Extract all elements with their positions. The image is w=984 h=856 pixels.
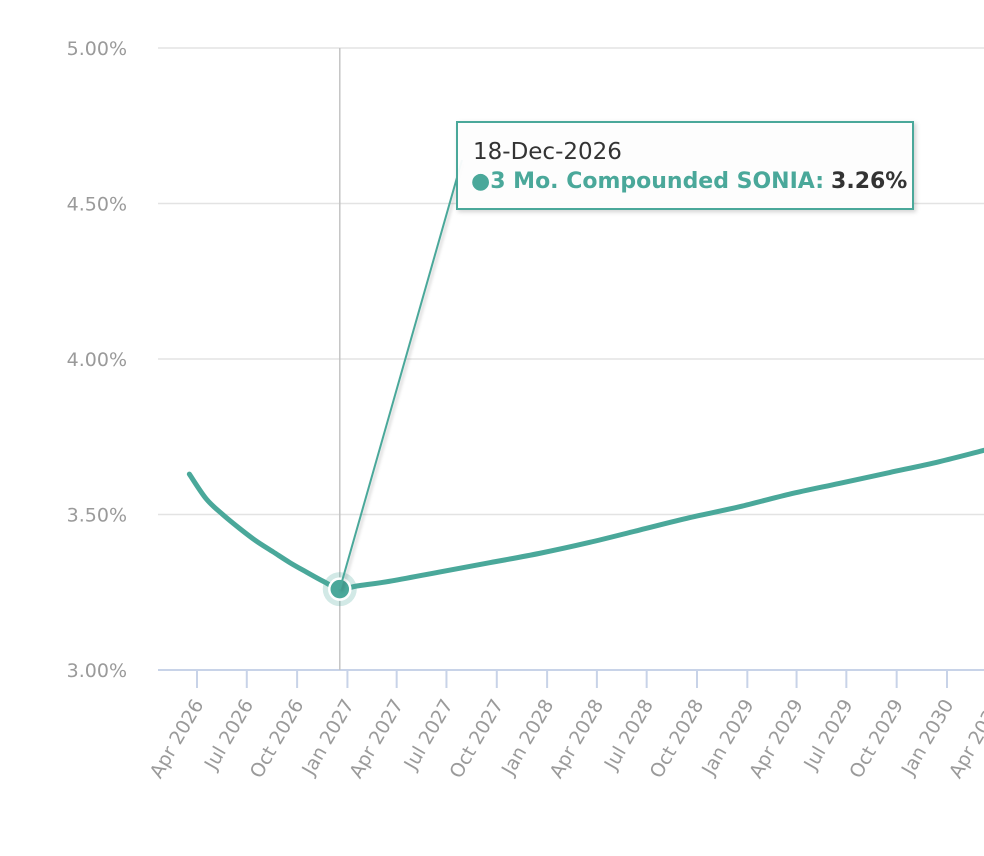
- tooltip-box: [456, 121, 914, 210]
- tooltip-series-name: 3 Mo. Compounded SONIA: [490, 169, 815, 194]
- y-tick-label: 3.50%: [67, 505, 127, 527]
- y-tick-label: 4.50%: [67, 194, 127, 216]
- y-tick-label: 3.00%: [67, 660, 127, 682]
- series-line: [186, 447, 984, 592]
- tooltip-date: 18-Dec-2026: [473, 139, 622, 165]
- x-tick-label: Jul 2028: [600, 696, 658, 775]
- y-tick-label: 5.00%: [67, 38, 127, 60]
- grid-layer: [158, 47, 984, 516]
- tooltip-series-line: ●3 Mo. Compounded SONIA: 3.26%: [471, 169, 907, 194]
- series-group: [186, 447, 984, 592]
- tooltip-value: 3.26%: [831, 169, 907, 194]
- x-tick-label: Jul 2027: [400, 696, 458, 775]
- series-layer: [186, 447, 984, 607]
- y-tick-label: 4.00%: [67, 349, 127, 371]
- tooltip: 18-Dec-2026 ●3 Mo. Compounded SONIA: 3.26…: [338, 121, 914, 590]
- tooltip-separator: :: [815, 169, 824, 194]
- tooltip-bullet: ●: [471, 169, 490, 194]
- x-tick-label: Jul 2026: [200, 696, 258, 775]
- y-axis-labels: 3.00% 3.50% 4.00% 4.50% 5.00%: [67, 38, 127, 682]
- tooltip-connector: [338, 159, 463, 590]
- x-tick-label: Apr 2026: [146, 696, 209, 783]
- x-tick-label: Jul 2029: [799, 696, 857, 775]
